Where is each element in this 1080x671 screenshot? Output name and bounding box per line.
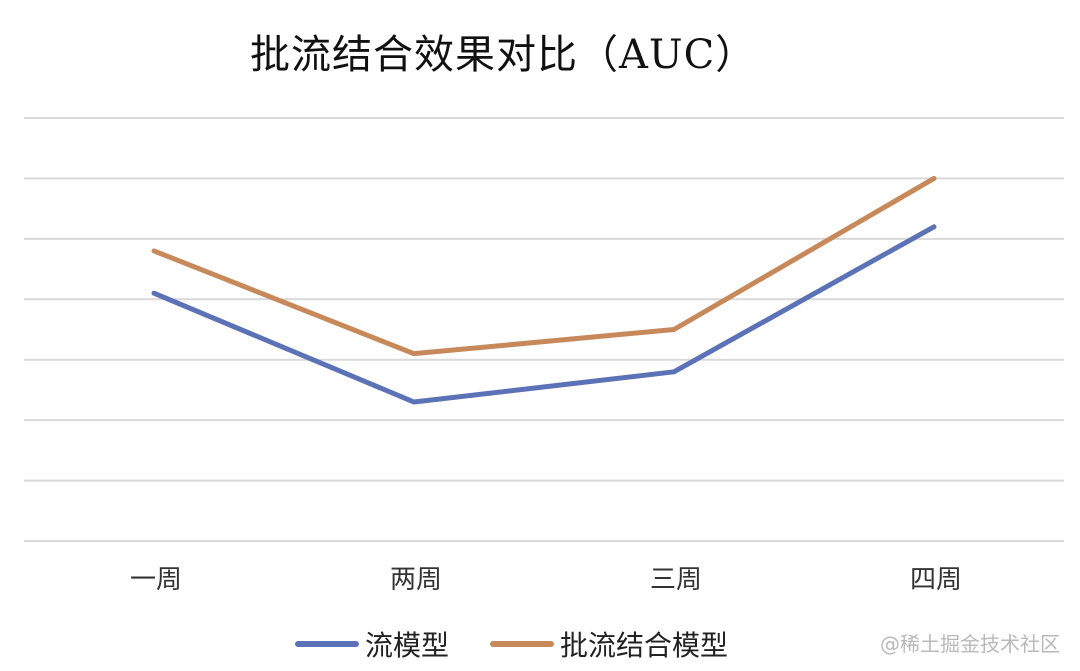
legend-swatch-1 — [295, 641, 359, 647]
x-tick-label: 一周 — [130, 565, 182, 595]
x-tick-label: 四周 — [910, 565, 962, 595]
legend-item-2: 批流结合模型 — [490, 624, 728, 664]
legend: 流模型 批流结合模型 — [0, 624, 1080, 664]
legend-swatch-2 — [490, 641, 554, 647]
legend-item-1: 流模型 — [295, 624, 449, 664]
x-tick-labels: 一周 两周 三周 四周 — [130, 565, 962, 595]
legend-label-1: 流模型 — [365, 629, 450, 662]
legend-label-2: 批流结合模型 — [560, 629, 729, 662]
series-line-1 — [151, 224, 937, 405]
chart-title: 批流结合效果对比（AUC） — [250, 32, 757, 78]
x-tick-label: 两周 — [390, 565, 442, 595]
series-lines — [151, 175, 937, 405]
gridlines — [24, 117, 1064, 542]
x-tick-label: 三周 — [650, 565, 702, 595]
watermark: @稀土掘金技术社区 — [880, 632, 1060, 656]
series-line-2 — [151, 175, 937, 357]
